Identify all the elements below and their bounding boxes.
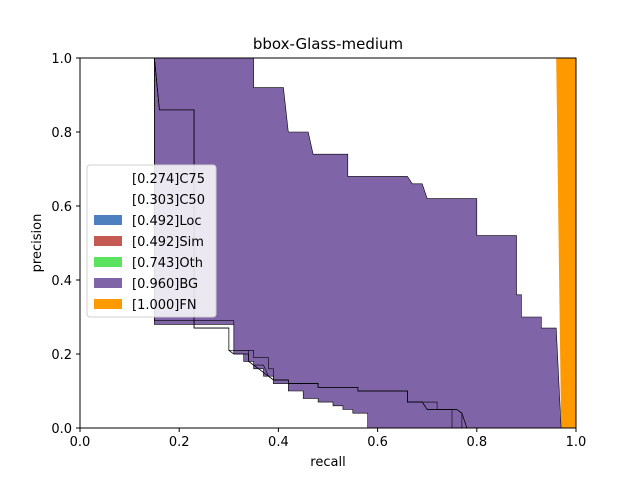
legend-label: [0.492]Loc	[132, 214, 201, 229]
x-tick-label: 0.4	[268, 435, 289, 450]
y-tick-label: 0.6	[51, 200, 72, 215]
plot-outlines	[80, 57, 562, 429]
y-tick-label: 0.0	[51, 422, 72, 437]
y-tick-label: 1.0	[51, 52, 72, 67]
y-axis-label: precision	[30, 214, 45, 273]
curve-0-743-oth	[80, 57, 557, 429]
area-c75-region	[80, 58, 368, 428]
legend-label: [0.960]BG	[132, 277, 198, 292]
legend-swatch	[94, 194, 122, 204]
x-tick-label: 0.6	[367, 435, 388, 450]
plot-frame	[79, 57, 577, 429]
area-1-000-fn	[556, 58, 576, 428]
legend-swatch	[94, 236, 122, 246]
x-tick-label: 0.2	[169, 435, 190, 450]
y-tick-label: 0.2	[51, 348, 72, 363]
chart-title: bbox-Glass-medium	[253, 35, 403, 53]
x-tick-label: 0.8	[466, 435, 487, 450]
x-axis-ticks: 0.0 0.2 0.4 0.6 0.8 1.0	[70, 428, 587, 450]
legend-swatch	[94, 278, 122, 288]
x-tick-label: 0.0	[70, 435, 91, 450]
legend-swatch	[94, 215, 122, 225]
legend-label: [0.743]Oth	[132, 256, 203, 271]
legend-swatch	[94, 299, 122, 309]
curve-0-960-bg	[80, 57, 562, 429]
y-tick-label: 0.8	[51, 126, 72, 141]
x-axis-label: recall	[310, 455, 345, 470]
legend-swatch	[94, 257, 122, 267]
plot-areas	[80, 58, 576, 428]
legend-label: [0.492]Sim	[132, 235, 204, 250]
y-axis-ticks: 0.0 0.2 0.4 0.6 0.8 1.0	[51, 52, 80, 437]
x-tick-label: 1.0	[566, 435, 587, 450]
legend: [0.274]C75 [0.303]C50 [0.492]Loc [0.492]Sim…	[86, 164, 217, 318]
y-tick-label: 0.4	[51, 274, 72, 289]
legend-label: [1.000]FN	[132, 298, 197, 313]
legend-swatch	[94, 173, 122, 183]
legend-label: [0.303]C50	[132, 193, 205, 208]
legend-label: [0.274]C75	[132, 172, 205, 187]
